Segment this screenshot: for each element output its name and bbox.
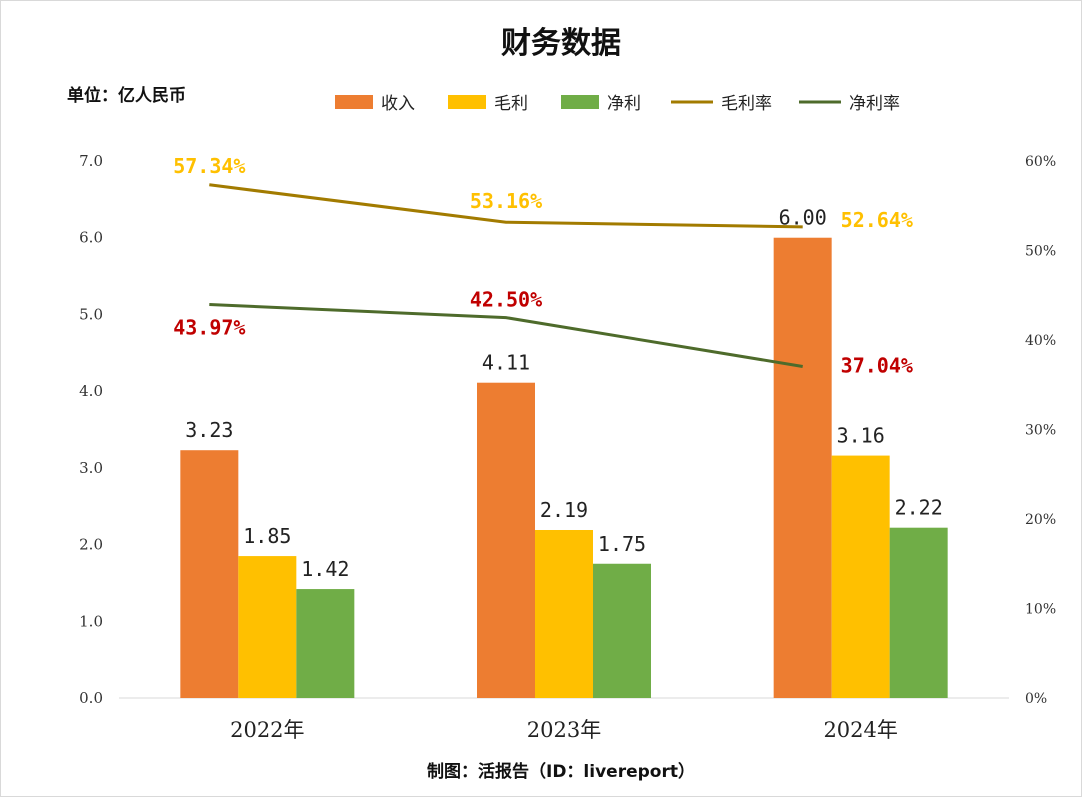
line-value-label: 42.50% (470, 288, 542, 312)
labels-layer: 3.23 4.11 6.00 1.85 2.19 3.16 1.42 1.75 2.22 57.3… (173, 154, 943, 581)
legend: 收入 毛利 净利 毛利率 净利率 (335, 94, 900, 114)
chart-title: 财务数据 (501, 26, 621, 61)
unit-label: 单位：亿人民币 (67, 85, 186, 106)
line-value-label: 37.04% (841, 353, 913, 377)
y2-tick-label: 20% (1025, 512, 1056, 528)
bar-净利 (889, 527, 948, 698)
bar-value-label: 4.11 (482, 351, 530, 375)
line-value-label: 43.97% (173, 315, 245, 339)
legend-label: 收入 (381, 94, 415, 114)
x-tick-label: 2022年 (230, 718, 304, 742)
bar-净利 (593, 563, 651, 698)
bar-value-label: 1.42 (301, 557, 349, 581)
bar-value-label: 2.19 (540, 498, 588, 522)
y2-tick-label: 50% (1025, 244, 1056, 260)
bar-毛利 (831, 455, 890, 698)
bar-毛利 (535, 529, 593, 698)
bar-收入 (180, 450, 239, 698)
y-tick-label: 6.0 (79, 229, 103, 247)
y2-tick-label: 40% (1025, 333, 1056, 349)
line-净利率 (209, 303, 803, 368)
y-tick-label: 3.0 (79, 459, 103, 477)
y2-tick-label: 10% (1025, 602, 1056, 618)
y-tick-label: 0.0 (79, 689, 103, 707)
y-tick-label: 7.0 (79, 152, 103, 170)
legend-label: 毛利 (494, 94, 528, 114)
legend-swatch (335, 95, 373, 109)
y2-tick-label: 0% (1025, 691, 1047, 707)
credit-label: 制图：活报告（ID：livereport） (427, 761, 695, 782)
legend-label: 净利 (607, 94, 641, 114)
bar-净利 (296, 589, 355, 698)
legend-swatch (448, 95, 486, 109)
legend-label: 毛利率 (721, 94, 772, 114)
axes-layer: 0.0 1.0 2.0 3.0 4.0 5.0 6.0 7.0 0% 10% 20% 30% 40% 50… (79, 152, 1056, 742)
line-value-label: 53.16% (470, 189, 542, 213)
y2-tick-label: 30% (1025, 423, 1056, 439)
y-tick-label: 4.0 (79, 382, 103, 400)
y-tick-label: 1.0 (79, 612, 103, 630)
legend-label: 净利率 (849, 94, 900, 114)
y-tick-label: 5.0 (79, 305, 103, 323)
y2-tick-label: 60% (1025, 154, 1056, 170)
legend-swatch (561, 95, 599, 109)
bar-value-label: 2.22 (895, 496, 943, 520)
line-value-label: 57.34% (173, 154, 245, 178)
bar-毛利 (238, 556, 297, 698)
bar-value-label: 1.85 (243, 524, 291, 548)
bar-value-label: 1.75 (598, 532, 646, 556)
bar-value-label: 6.00 (779, 206, 827, 230)
bars-layer (180, 237, 948, 698)
bar-value-label: 3.16 (837, 424, 885, 448)
bar-value-label: 3.23 (185, 418, 233, 442)
x-tick-label: 2024年 (823, 718, 897, 742)
bar-收入 (773, 237, 832, 698)
bar-收入 (477, 382, 535, 698)
line-value-label: 52.64% (841, 208, 913, 232)
lines-layer (209, 183, 803, 368)
line-毛利率 (209, 183, 803, 229)
x-tick-label: 2023年 (527, 718, 601, 742)
y-tick-label: 2.0 (79, 536, 103, 554)
